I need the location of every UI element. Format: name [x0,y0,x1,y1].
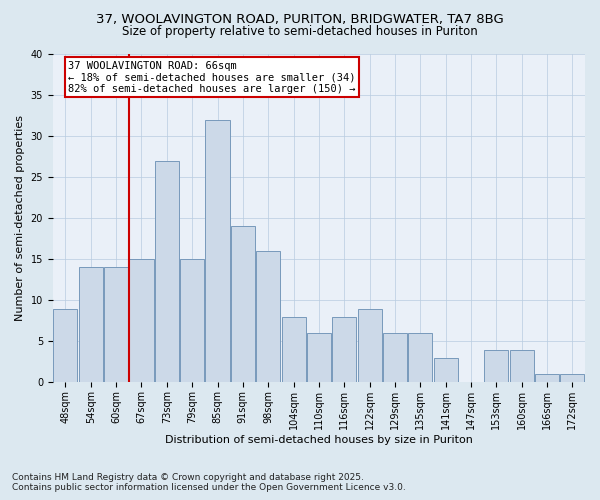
Y-axis label: Number of semi-detached properties: Number of semi-detached properties [15,115,25,321]
X-axis label: Distribution of semi-detached houses by size in Puriton: Distribution of semi-detached houses by … [165,435,473,445]
Bar [104,268,128,382]
Bar [256,251,280,382]
Bar [205,120,230,382]
Bar [79,268,103,382]
Bar [281,316,305,382]
Bar [484,350,508,382]
Bar [307,333,331,382]
Text: 37 WOOLAVINGTON ROAD: 66sqm
← 18% of semi-detached houses are smaller (34)
82% o: 37 WOOLAVINGTON ROAD: 66sqm ← 18% of sem… [68,60,355,94]
Bar [180,260,204,382]
Bar [434,358,458,382]
Bar [358,308,382,382]
Bar [155,160,179,382]
Bar [231,226,255,382]
Text: Size of property relative to semi-detached houses in Puriton: Size of property relative to semi-detach… [122,25,478,38]
Bar [130,260,154,382]
Bar [509,350,533,382]
Text: 37, WOOLAVINGTON ROAD, PURITON, BRIDGWATER, TA7 8BG: 37, WOOLAVINGTON ROAD, PURITON, BRIDGWAT… [96,12,504,26]
Bar [408,333,433,382]
Bar [535,374,559,382]
Bar [383,333,407,382]
Bar [332,316,356,382]
Bar [53,308,77,382]
Bar [560,374,584,382]
Text: Contains HM Land Registry data © Crown copyright and database right 2025.
Contai: Contains HM Land Registry data © Crown c… [12,473,406,492]
